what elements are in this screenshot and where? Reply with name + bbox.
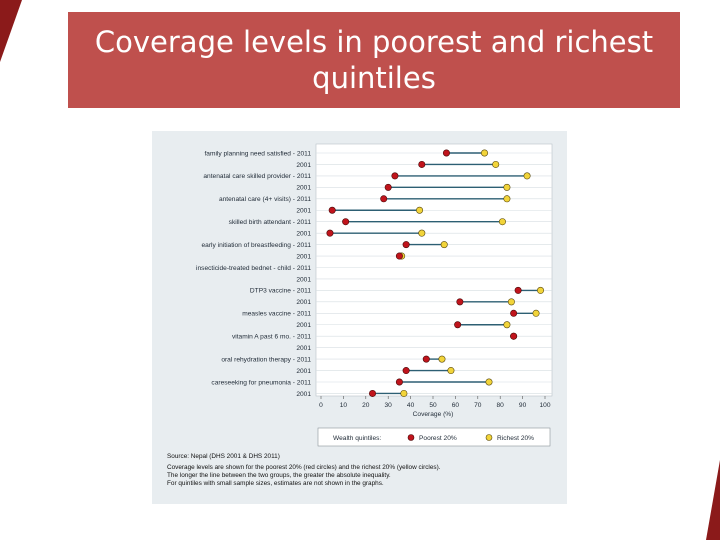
richest-point xyxy=(503,183,511,191)
poorest-point xyxy=(402,367,410,375)
poorest-point xyxy=(454,321,462,329)
row-label: careseeking for pneumonia - 2011 xyxy=(211,379,311,386)
poorest-point xyxy=(326,229,334,237)
poorest-point xyxy=(402,241,410,249)
row-label: vitamin A past 6 mo. - 2011 xyxy=(232,334,311,341)
slide-title: Coverage levels in poorest and richest q… xyxy=(94,25,654,95)
poorest-point xyxy=(380,195,388,203)
row-label: 2001 xyxy=(296,208,311,215)
corner-decoration xyxy=(0,0,22,62)
richest-point xyxy=(532,309,540,317)
corner-decoration-bottom xyxy=(706,460,720,540)
row-label: oral rehydration therapy - 2011 xyxy=(221,356,311,363)
row-label: 2001 xyxy=(296,322,311,329)
x-tick-label: 40 xyxy=(407,402,415,409)
row-label: skilled birth attendant - 2011 xyxy=(229,219,312,226)
legend-richest-marker xyxy=(485,434,493,441)
richest-point xyxy=(492,160,500,168)
row-label: insecticide-treated bednet - child - 201… xyxy=(196,265,311,272)
poorest-point xyxy=(395,252,403,260)
x-tick-label: 20 xyxy=(362,402,370,409)
row-label: antenatal care skilled provider - 2011 xyxy=(203,173,311,180)
row-label: early initiation of breastfeeding - 2011 xyxy=(202,242,312,249)
row-label: DTP3 vaccine - 2011 xyxy=(250,288,311,295)
richest-point xyxy=(440,241,448,249)
row-label: 2001 xyxy=(296,230,311,237)
poorest-point xyxy=(391,172,399,180)
poorest-point xyxy=(510,309,518,317)
row-label: measles vaccine - 2011 xyxy=(242,311,311,318)
legend-poorest-label: Poorest 20% xyxy=(419,435,457,442)
row-label: 2001 xyxy=(296,391,311,398)
poorest-point xyxy=(456,298,464,306)
source-note: Source: Nepal (DHS 2001 & DHS 2011) xyxy=(167,453,280,460)
legend-title: Wealth quintiles: xyxy=(333,435,381,442)
richest-point xyxy=(485,378,493,386)
richest-point xyxy=(503,195,511,203)
richest-point xyxy=(503,321,511,329)
x-tick-label: 90 xyxy=(519,402,527,409)
poorest-point xyxy=(422,355,430,363)
x-tick-label: 30 xyxy=(385,402,393,409)
richest-point xyxy=(481,149,489,157)
legend-poorest-marker xyxy=(407,434,415,441)
poorest-point xyxy=(395,378,403,386)
poorest-point xyxy=(510,332,518,340)
footnote: The longer the line between the two grou… xyxy=(167,472,391,479)
richest-point xyxy=(447,367,455,375)
row-label: 2001 xyxy=(296,299,311,306)
row-label: 2001 xyxy=(296,253,311,260)
footnote: Coverage levels are shown for the poores… xyxy=(167,464,441,471)
x-tick-label: 10 xyxy=(340,402,348,409)
poorest-point xyxy=(418,160,426,168)
richest-point xyxy=(523,172,531,180)
poorest-point xyxy=(442,149,450,157)
x-tick-label: 0 xyxy=(319,402,323,409)
poorest-point xyxy=(342,218,350,226)
richest-point xyxy=(498,218,506,226)
richest-point xyxy=(418,229,426,237)
richest-point xyxy=(537,286,545,294)
footnote: For quintiles with small sample sizes, e… xyxy=(167,480,384,487)
x-tick-label: 60 xyxy=(452,402,460,409)
plot-area xyxy=(315,143,553,397)
richest-point xyxy=(416,206,424,214)
legend-box xyxy=(317,427,551,447)
poorest-point xyxy=(384,183,392,191)
row-label: 2001 xyxy=(296,345,311,352)
richest-point xyxy=(400,389,408,397)
row-label: 2001 xyxy=(296,276,311,283)
legend-richest-label: Richest 20% xyxy=(497,435,534,442)
title-banner: Coverage levels in poorest and richest q… xyxy=(68,12,680,108)
poorest-point xyxy=(514,286,522,294)
row-label: 2001 xyxy=(296,368,311,375)
poorest-point xyxy=(328,206,336,214)
x-tick-label: 100 xyxy=(539,402,550,409)
x-tick-label: 80 xyxy=(497,402,505,409)
row-label: 2001 xyxy=(296,185,311,192)
x-tick-label: 70 xyxy=(474,402,482,409)
x-tick-label: 50 xyxy=(429,402,437,409)
richest-point xyxy=(438,355,446,363)
richest-point xyxy=(507,298,515,306)
row-label: 2001 xyxy=(296,162,311,169)
poorest-point xyxy=(369,389,377,397)
row-label: family planning need satisfied - 2011 xyxy=(204,150,311,157)
row-label: antenatal care (4+ visits) - 2011 xyxy=(219,196,311,203)
x-axis-label: Coverage (%) xyxy=(413,411,454,418)
